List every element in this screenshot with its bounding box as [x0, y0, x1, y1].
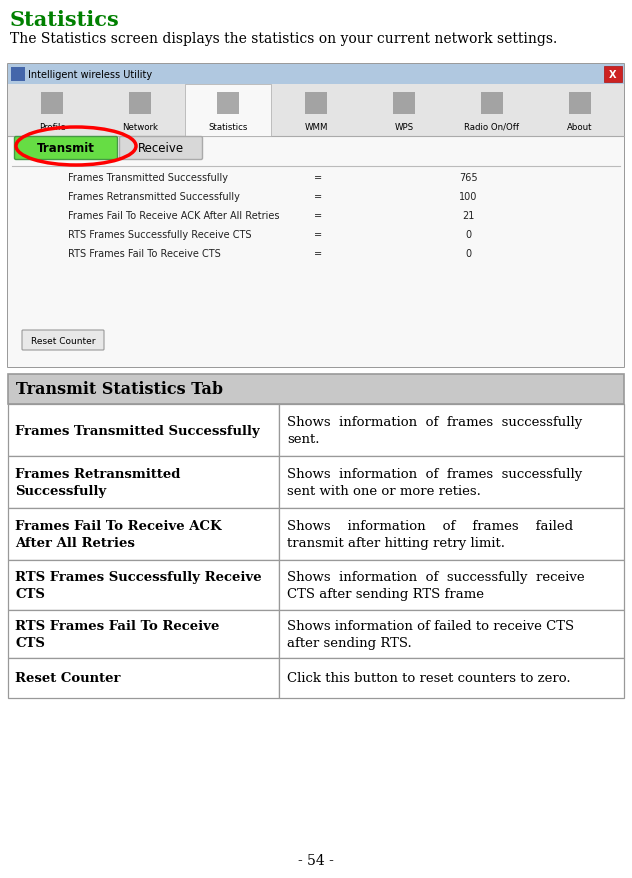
Bar: [279, 610, 624, 658]
Bar: [8, 65, 624, 85]
Text: Frames Fail To Receive ACK
After All Retries: Frames Fail To Receive ACK After All Ret…: [15, 520, 222, 550]
Text: =: =: [314, 248, 322, 259]
Bar: [11, 68, 25, 82]
Text: Intelligent wireless Utility: Intelligent wireless Utility: [28, 70, 152, 80]
Text: WMM: WMM: [304, 122, 328, 132]
Bar: [185, 85, 271, 137]
Text: X: X: [609, 70, 617, 80]
Bar: [279, 658, 624, 698]
Text: RTS Frames Fail To Receive
CTS: RTS Frames Fail To Receive CTS: [15, 619, 219, 649]
Bar: [129, 93, 151, 115]
Text: 0: 0: [465, 230, 471, 240]
Bar: [8, 457, 279, 508]
Text: Frames Retransmitted
Successfully: Frames Retransmitted Successfully: [15, 467, 180, 498]
Text: 0: 0: [465, 248, 471, 259]
FancyBboxPatch shape: [22, 331, 104, 350]
Text: Statistics: Statistics: [10, 10, 119, 30]
Text: Click this button to reset counters to zero.: Click this button to reset counters to z…: [287, 672, 571, 685]
FancyBboxPatch shape: [15, 137, 118, 161]
Bar: [279, 405, 624, 457]
Text: RTS Frames Fail To Receive CTS: RTS Frames Fail To Receive CTS: [68, 248, 221, 259]
Bar: [8, 658, 279, 698]
Text: 765: 765: [459, 173, 477, 183]
Text: RTS Frames Successfully Receive
CTS: RTS Frames Successfully Receive CTS: [15, 571, 262, 601]
Text: Network: Network: [122, 122, 158, 132]
Text: Frames Transmitted Successfully: Frames Transmitted Successfully: [15, 424, 260, 437]
Text: Reset Counter: Reset Counter: [31, 336, 95, 345]
Bar: [604, 67, 622, 83]
Text: Reset Counter: Reset Counter: [15, 672, 121, 685]
Text: Radio On/Off: Radio On/Off: [465, 122, 520, 132]
Bar: [481, 93, 503, 115]
Text: =: =: [314, 230, 322, 240]
Bar: [279, 457, 624, 508]
Text: Shows  information  of  frames  successfully
sent with one or more reties.: Shows information of frames successfully…: [287, 467, 582, 498]
Text: Statistics: Statistics: [209, 122, 248, 132]
Text: 21: 21: [462, 211, 474, 220]
Bar: [8, 405, 279, 457]
Bar: [569, 93, 591, 115]
Bar: [217, 93, 239, 115]
Text: Frames Fail To Receive ACK After All Retries: Frames Fail To Receive ACK After All Ret…: [68, 211, 279, 220]
Text: Shows information of failed to receive CTS
after sending RTS.: Shows information of failed to receive C…: [287, 619, 574, 649]
Text: Frames Transmitted Successfully: Frames Transmitted Successfully: [68, 173, 228, 183]
Text: Transmit: Transmit: [37, 142, 95, 155]
Text: The Statistics screen displays the statistics on your current network settings.: The Statistics screen displays the stati…: [10, 32, 557, 46]
Bar: [8, 137, 624, 368]
Text: Shows  information  of  frames  successfully
sent.: Shows information of frames successfully…: [287, 415, 582, 445]
Bar: [41, 93, 63, 115]
Bar: [8, 610, 279, 658]
Text: - 54 -: - 54 -: [298, 853, 334, 867]
Bar: [305, 93, 327, 115]
Bar: [8, 85, 624, 137]
Text: Profile: Profile: [39, 122, 65, 132]
Text: 100: 100: [459, 191, 477, 202]
Text: Shows  information  of  successfully  receive
CTS after sending RTS frame: Shows information of successfully receiv…: [287, 571, 585, 601]
Text: Receive: Receive: [138, 142, 184, 155]
Text: Transmit Statistics Tab: Transmit Statistics Tab: [16, 381, 223, 398]
Bar: [8, 560, 279, 610]
Text: About: About: [568, 122, 593, 132]
Text: =: =: [314, 211, 322, 220]
Text: Frames Retransmitted Successfully: Frames Retransmitted Successfully: [68, 191, 240, 202]
FancyBboxPatch shape: [119, 137, 202, 161]
Bar: [279, 508, 624, 560]
Text: WPS: WPS: [394, 122, 413, 132]
Text: RTS Frames Successfully Receive CTS: RTS Frames Successfully Receive CTS: [68, 230, 252, 240]
Bar: [8, 508, 279, 560]
Bar: [279, 560, 624, 610]
Bar: [8, 375, 624, 405]
Text: =: =: [314, 191, 322, 202]
Bar: [8, 65, 624, 368]
Text: Shows    information    of    frames    failed
transmit after hitting retry limi: Shows information of frames failed trans…: [287, 520, 573, 550]
Text: =: =: [314, 173, 322, 183]
Bar: [393, 93, 415, 115]
